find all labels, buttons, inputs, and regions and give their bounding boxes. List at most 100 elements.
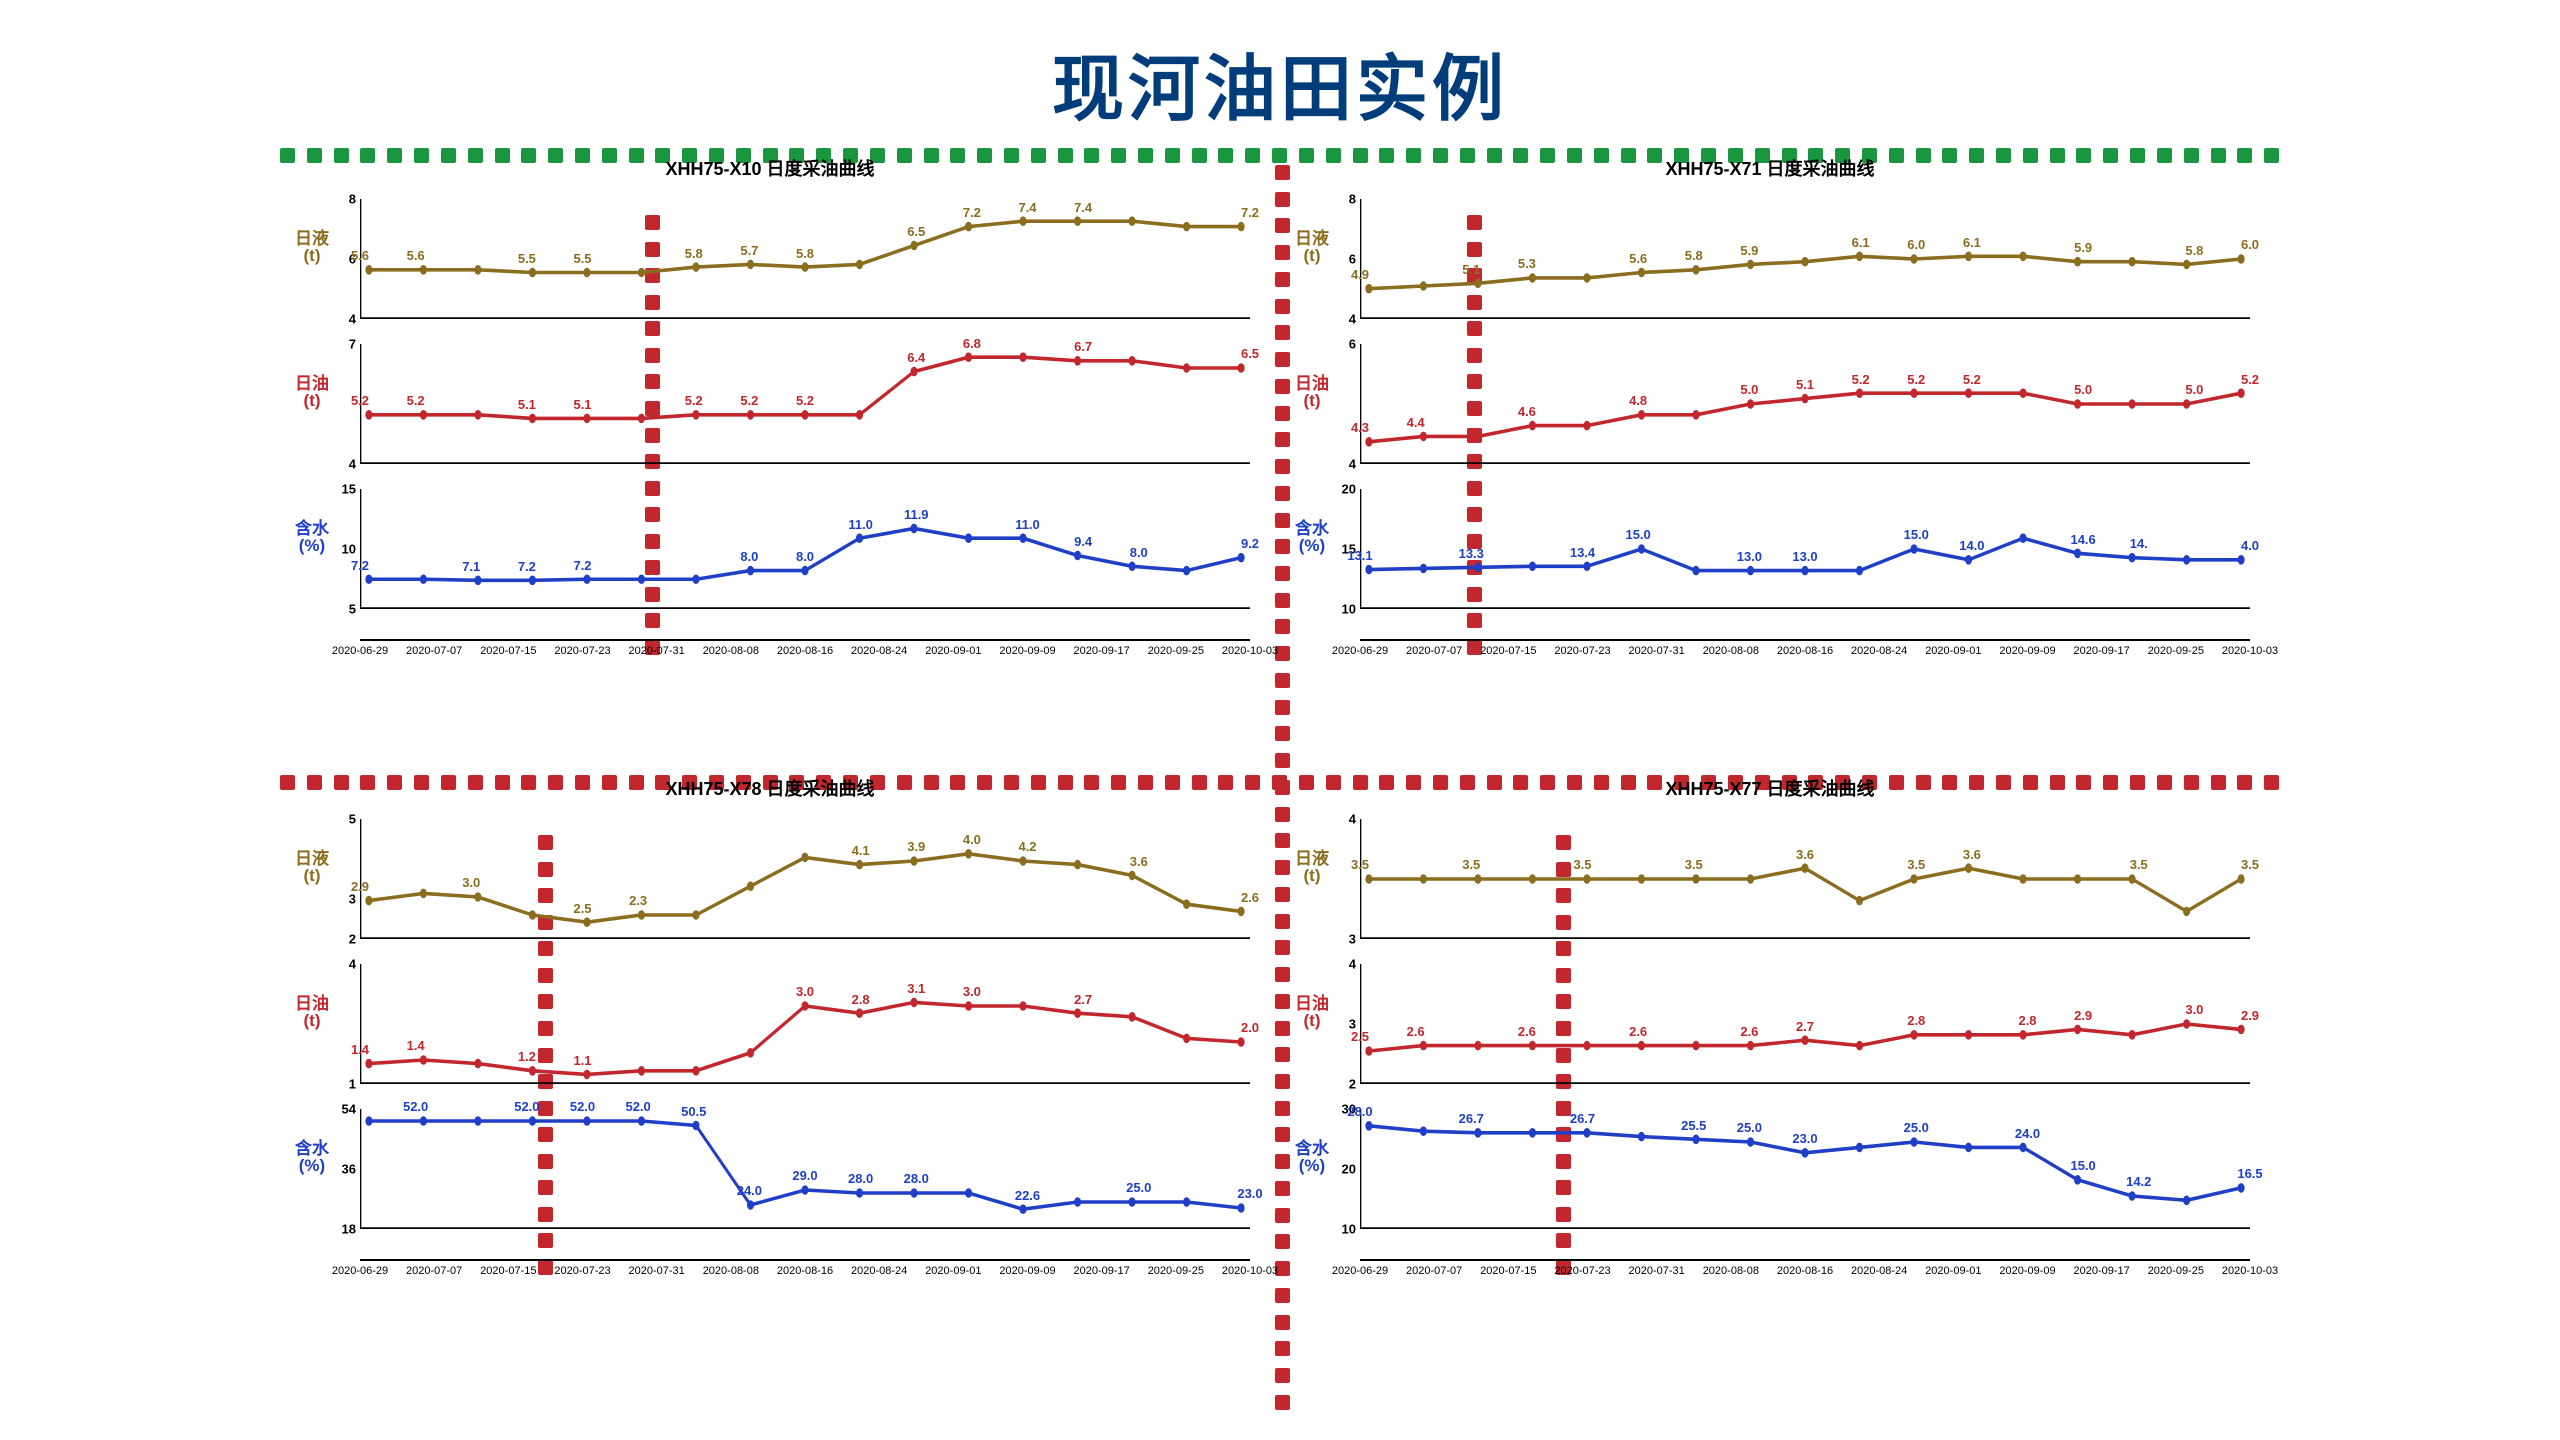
x-tick-label: 2020-07-23 <box>554 1265 610 1277</box>
x-tick-label: 2020-07-15 <box>1480 1265 1536 1277</box>
value-label: 2.9 <box>2241 1008 2259 1023</box>
value-label: 1.4 <box>351 1042 369 1057</box>
value-label: 7.2 <box>518 559 536 574</box>
x-tick-label: 2020-07-07 <box>406 645 462 657</box>
value-label: 2.8 <box>2018 1013 2036 1028</box>
value-label: 5.0 <box>1740 382 1758 397</box>
value-label: 6.4 <box>907 350 925 365</box>
value-label: 2.8 <box>1907 1013 1925 1028</box>
value-label: 14.6 <box>2070 532 2095 547</box>
y-axis-label-oil: 日油(t) <box>1292 995 1332 1029</box>
value-label: 14.0 <box>1959 538 1984 553</box>
y-axis-label-liquid: 日液(t) <box>292 230 332 264</box>
value-label: 6.5 <box>907 224 925 239</box>
chart-panel-tr: XHH75-X71 日度采油曲线日液(t)4684.95.15.35.65.85… <box>1280 155 2260 755</box>
value-label: 25.0 <box>1737 1120 1762 1135</box>
value-label: 8.0 <box>1130 545 1148 560</box>
x-tick-label: 2020-07-07 <box>1406 1265 1462 1277</box>
value-label: 2.0 <box>1241 1020 1259 1035</box>
value-label: 3.0 <box>796 984 814 999</box>
value-label: 1.2 <box>518 1049 536 1064</box>
value-label: 6.0 <box>1907 237 1925 252</box>
value-label: 3.6 <box>1130 854 1148 869</box>
x-tick-label: 2020-07-23 <box>1554 645 1610 657</box>
value-label: 1.1 <box>573 1053 591 1068</box>
x-tick-label: 2020-10-03 <box>1222 1265 1278 1277</box>
value-label: 52.0 <box>403 1099 428 1114</box>
x-tick-label: 2020-07-07 <box>406 1265 462 1277</box>
value-label: 52.0 <box>514 1099 539 1114</box>
value-label: 15.0 <box>1904 527 1929 542</box>
value-label: 3.0 <box>2185 1002 2203 1017</box>
value-label: 24.0 <box>737 1183 762 1198</box>
x-tick-label: 2020-07-31 <box>1629 645 1685 657</box>
x-tick-label: 2020-06-29 <box>332 645 388 657</box>
y-axis-label-water: 含水(%) <box>292 520 332 554</box>
x-tick-label: 2020-09-09 <box>1999 1265 2055 1277</box>
value-label: 6.0 <box>2241 237 2259 252</box>
value-label: 7.2 <box>351 558 369 573</box>
value-label: 4.0 <box>963 832 981 847</box>
slide-title: 现河油田实例 <box>0 0 2560 155</box>
value-label: 3.5 <box>1685 857 1703 872</box>
value-label: 4.1 <box>852 843 870 858</box>
value-label: 3.5 <box>2130 857 2148 872</box>
x-tick-label: 2020-09-01 <box>925 1265 981 1277</box>
y-axis-label-liquid: 日液(t) <box>1292 230 1332 264</box>
series-row-liquid: 日液(t)4684.95.15.35.65.85.96.16.06.15.95.… <box>1360 199 2250 319</box>
x-tick-label: 2020-09-17 <box>2074 1265 2130 1277</box>
value-label: 5.2 <box>407 393 425 408</box>
series-row-oil: 日油(t)2342.52.62.62.62.62.72.82.82.93.02.… <box>1360 964 2250 1084</box>
value-label: 2.7 <box>1796 1019 1814 1034</box>
value-label: 22.6 <box>1015 1188 1040 1203</box>
x-axis: 2020-06-292020-07-072020-07-152020-07-23… <box>360 1259 1250 1289</box>
value-label: 5.6 <box>351 248 369 263</box>
value-label: 2.5 <box>573 901 591 916</box>
value-label: 3.5 <box>1462 857 1480 872</box>
value-label: 2.6 <box>1241 890 1259 905</box>
value-label: 3.6 <box>1796 847 1814 862</box>
x-tick-label: 2020-07-23 <box>554 645 610 657</box>
value-label: 3.5 <box>1351 857 1369 872</box>
value-label: 5.0 <box>2185 382 2203 397</box>
x-tick-label: 2020-09-17 <box>1074 645 1130 657</box>
value-label: 3.9 <box>907 839 925 854</box>
value-label: 4.8 <box>1629 393 1647 408</box>
value-label: 14. <box>2130 536 2148 551</box>
x-tick-label: 2020-07-31 <box>1629 1265 1685 1277</box>
value-label: 11.0 <box>848 517 873 532</box>
series-row-liquid: 日液(t)343.53.53.53.53.63.53.63.53.5 <box>1360 819 2250 939</box>
x-tick-label: 2020-10-03 <box>2222 645 2278 657</box>
value-label: 15.0 <box>1625 527 1650 542</box>
value-label: 11.0 <box>1015 517 1040 532</box>
value-label: 7.4 <box>1074 200 1092 215</box>
chart-title: XHH75-X78 日度采油曲线 <box>280 775 1260 801</box>
series-row-liquid: 日液(t)2352.93.02.52.34.13.94.04.23.62.6 <box>360 819 1250 939</box>
x-tick-label: 2020-06-29 <box>332 1265 388 1277</box>
value-label: 5.2 <box>2241 372 2259 387</box>
value-label: 5.2 <box>1907 372 1925 387</box>
value-label: 6.5 <box>1241 346 1259 361</box>
y-axis-label-water: 含水(%) <box>1292 520 1332 554</box>
chart-panel-bl: XHH75-X78 日度采油曲线日液(t)2352.93.02.52.34.13… <box>280 775 1260 1375</box>
value-label: 8.0 <box>796 549 814 564</box>
value-label: 7.2 <box>1241 205 1259 220</box>
value-label: 25.0 <box>1126 1180 1151 1195</box>
value-label: 5.2 <box>1963 372 1981 387</box>
x-tick-label: 2020-08-24 <box>851 1265 907 1277</box>
chart-panel-br: XHH75-X77 日度采油曲线日液(t)343.53.53.53.53.63.… <box>1280 775 2260 1375</box>
value-label: 3.0 <box>462 875 480 890</box>
value-label: 5.8 <box>2185 243 2203 258</box>
value-label: 9.2 <box>1241 536 1259 551</box>
value-label: 50.5 <box>681 1104 706 1119</box>
value-label: 5.6 <box>1629 251 1647 266</box>
value-label: 1.4 <box>407 1038 425 1053</box>
y-axis-label-water: 含水(%) <box>1292 1140 1332 1174</box>
value-label: 5.3 <box>1518 256 1536 271</box>
value-label: 26.7 <box>1459 1111 1484 1126</box>
value-label: 5.8 <box>1685 248 1703 263</box>
value-label: 13.4 <box>1570 545 1595 560</box>
value-label: 8.0 <box>740 549 758 564</box>
series-row-oil: 日油(t)141.41.41.21.13.02.83.13.02.72.0 <box>360 964 1250 1084</box>
charts-grid: XHH75-X10 日度采油曲线日液(t)4685.65.65.55.55.85… <box>280 155 2280 1395</box>
